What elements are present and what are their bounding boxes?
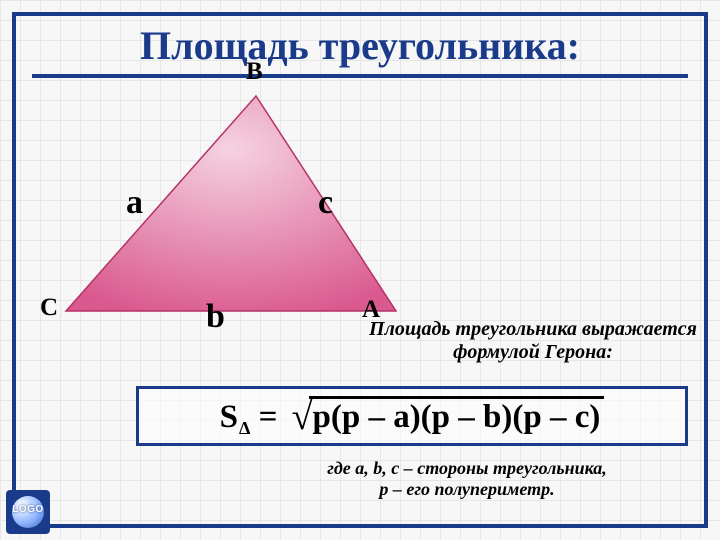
note-line1: где a, b, c – стороны треугольника, — [327, 458, 607, 478]
formula-eq: = — [250, 399, 285, 435]
side-c: c — [318, 184, 333, 222]
title-underline — [32, 74, 688, 78]
slide-frame: Площадь треугольника: В a c С b А Площад… — [12, 12, 708, 528]
logo-text: LOGO — [6, 504, 50, 515]
note: где a, b, c – стороны треугольника, p – … — [252, 458, 682, 500]
logo: LOGO — [6, 490, 50, 534]
triangle-shape — [66, 96, 396, 311]
surd-symbol: √ — [292, 396, 313, 438]
side-b: b — [206, 298, 225, 336]
caption-line1: Площадь треугольника выражается — [369, 318, 697, 340]
caption-line2: формулой Герона: — [453, 341, 613, 363]
vertex-C: С — [40, 294, 58, 322]
triangle-svg — [46, 86, 406, 326]
formula-sub: Δ — [239, 418, 250, 438]
vertex-B: В — [246, 58, 263, 86]
side-a: a — [126, 184, 143, 222]
radicand: p(p – a)(p – b)(p – c) — [309, 396, 605, 436]
radical: √p(p – a)(p – b)(p – c) — [292, 393, 605, 437]
triangle-figure: В a c С b А — [46, 86, 406, 336]
caption: Площадь треугольника выражается формулой… — [368, 318, 698, 364]
formula-box: SΔ = √p(p – a)(p – b)(p – c) — [136, 386, 688, 446]
formula-S: S — [220, 399, 238, 435]
formula: SΔ = √p(p – a)(p – b)(p – c) — [220, 393, 605, 440]
page-title: Площадь треугольника: — [16, 16, 704, 71]
note-line2: p – его полупериметр. — [379, 479, 554, 499]
